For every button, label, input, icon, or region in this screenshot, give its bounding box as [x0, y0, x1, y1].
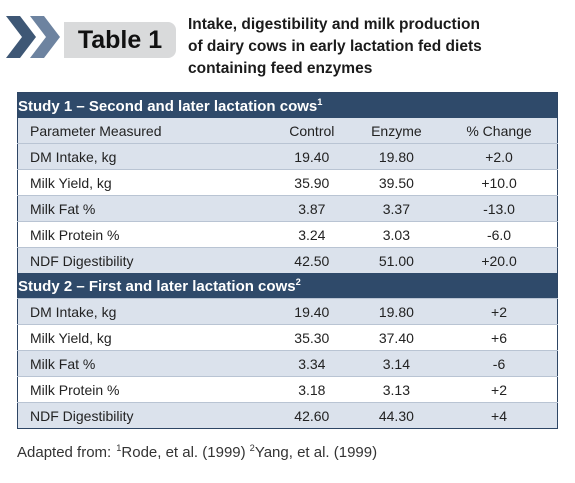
- chevron-icon: [6, 16, 60, 58]
- footnote-marker: 2: [249, 443, 255, 453]
- value-cell: -6.0: [441, 221, 558, 248]
- table-row: Milk Yield, kg 35.90 39.50 +10.0: [17, 169, 558, 196]
- footnote-marker: 1: [317, 96, 323, 107]
- section-title-cell: Study 2 – First and later lactation cows…: [17, 273, 558, 299]
- value-cell: +20.0: [441, 247, 558, 273]
- value-cell: 19.40: [271, 143, 352, 170]
- section-title: Study 1 – Second and later lactation cow…: [18, 97, 318, 115]
- table-row: Milk Yield, kg 35.30 37.40 +6: [17, 324, 558, 351]
- value-cell: 42.50: [271, 247, 352, 273]
- footnote-prefix: Adapted from:: [17, 444, 112, 461]
- footnote-marker: 2: [295, 276, 301, 287]
- title-line: Intake, digestibility and milk productio…: [188, 16, 480, 33]
- table-title: Intake, digestibility and milk productio…: [188, 14, 482, 80]
- parameter-cell: Milk Fat %: [17, 195, 272, 222]
- value-cell: +10.0: [441, 169, 558, 196]
- value-cell: 19.80: [351, 298, 442, 325]
- value-cell: 3.87: [271, 195, 352, 222]
- section-header: Study 1 – Second and later lactation cow…: [17, 92, 558, 118]
- section-title: Study 2 – First and later lactation cows: [18, 277, 296, 295]
- value-cell: +2.0: [441, 143, 558, 170]
- footnote-ref: Yang, et al. (1999): [254, 444, 378, 461]
- table-row: DM Intake, kg 19.40 19.80 +2.0: [17, 143, 558, 170]
- parameter-cell: Milk Protein %: [17, 376, 272, 403]
- value-cell: -6: [441, 350, 558, 377]
- table-row: Milk Protein % 3.24 3.03 -6.0: [17, 221, 558, 248]
- value-cell: 3.13: [351, 376, 442, 403]
- column-header: Control: [271, 118, 352, 144]
- footnote-ref: Rode, et al. (1999): [121, 444, 246, 461]
- value-cell: 3.03: [351, 221, 442, 248]
- value-cell: +4: [441, 402, 558, 429]
- value-cell: 51.00: [351, 247, 442, 273]
- table-label: Table 1: [64, 22, 176, 58]
- parameter-cell: Milk Protein %: [17, 221, 272, 248]
- parameter-cell: Milk Yield, kg: [17, 324, 272, 351]
- value-cell: 35.30: [271, 324, 352, 351]
- footnote: Adapted from: 1Rode, et al. (1999) 2Yang, …: [17, 443, 381, 461]
- table-row: NDF Digestibility 42.60 44.30 +4: [17, 402, 558, 429]
- parameter-cell: NDF Digestibility: [17, 402, 272, 429]
- value-cell: 3.14: [351, 350, 442, 377]
- table-row: Milk Fat % 3.34 3.14 -6: [17, 350, 558, 377]
- value-cell: 3.18: [271, 376, 352, 403]
- value-cell: 44.30: [351, 402, 442, 429]
- value-cell: 39.50: [351, 169, 442, 196]
- value-cell: 19.80: [351, 143, 442, 170]
- value-cell: 19.40: [271, 298, 352, 325]
- value-cell: -13.0: [441, 195, 558, 222]
- value-cell: +2: [441, 298, 558, 325]
- value-cell: 37.40: [351, 324, 442, 351]
- parameter-cell: DM Intake, kg: [17, 298, 272, 325]
- value-cell: 42.60: [271, 402, 352, 429]
- parameter-cell: NDF Digestibility: [17, 247, 272, 273]
- parameter-cell: Milk Yield, kg: [17, 169, 272, 196]
- parameter-cell: DM Intake, kg: [17, 143, 272, 170]
- section-title-cell: Study 1 – Second and later lactation cow…: [17, 92, 558, 118]
- column-header: Enzyme: [351, 118, 442, 144]
- footnote-marker: 1: [116, 443, 122, 453]
- parameter-cell: Milk Fat %: [17, 350, 272, 377]
- table-row: DM Intake, kg 19.40 19.80 +2: [17, 298, 558, 325]
- title-line: containing feed enzymes: [188, 60, 373, 77]
- value-cell: 35.90: [271, 169, 352, 196]
- value-cell: 3.34: [271, 350, 352, 377]
- column-header: Parameter Measured: [17, 118, 272, 144]
- data-table: Study 1 – Second and later lactation cow…: [17, 92, 558, 429]
- value-cell: 3.24: [271, 221, 352, 248]
- table-row: NDF Digestibility 42.50 51.00 +20.0: [17, 247, 558, 273]
- table-row: Milk Fat % 3.87 3.37 -13.0: [17, 195, 558, 222]
- column-header-row: Parameter Measured Control Enzyme% Change: [17, 118, 558, 144]
- value-cell: +6: [441, 324, 558, 351]
- section-header: Study 2 – First and later lactation cows…: [17, 273, 558, 299]
- column-header: % Change: [441, 118, 558, 144]
- title-line: of dairy cows in early lactation fed die…: [188, 38, 482, 55]
- value-cell: 3.37: [351, 195, 442, 222]
- table-row: Milk Protein % 3.18 3.13 +2: [17, 376, 558, 403]
- value-cell: +2: [441, 376, 558, 403]
